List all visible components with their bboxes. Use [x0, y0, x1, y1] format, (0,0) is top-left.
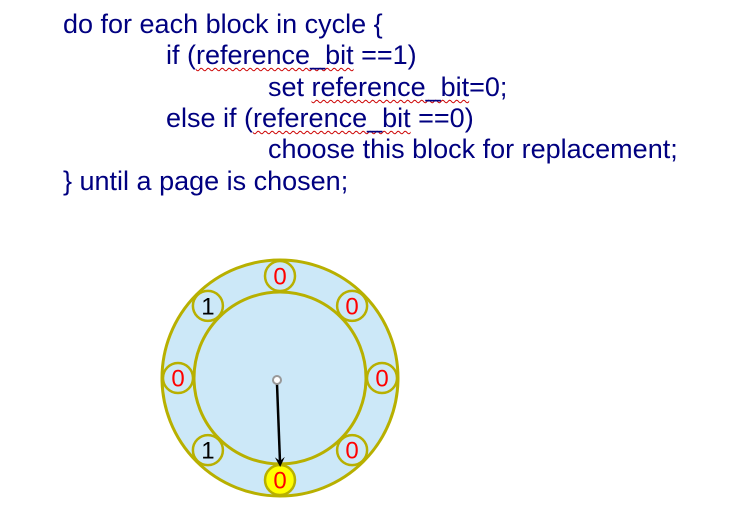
- code-token: =0;: [469, 72, 508, 102]
- reference-bit-value: 1: [201, 438, 214, 465]
- bit-badge: [161, 361, 195, 395]
- code-token: ==0): [410, 103, 474, 133]
- code-identifier-reference-bit: reference_bit: [253, 103, 411, 133]
- code-token: set: [268, 72, 312, 102]
- bit-badge: [335, 433, 369, 467]
- code-line-set-reference-bit: set reference_bit=0;: [268, 72, 507, 103]
- bit-badge: [365, 361, 399, 395]
- clock-hand-pointer: [274, 383, 285, 467]
- reference-bit-value: 0: [171, 366, 184, 393]
- bit-badge: [191, 289, 225, 323]
- reference-bits: 0 0 0 0 0 1 0 1: [161, 259, 399, 497]
- bit-badge: [335, 289, 369, 323]
- code-token: if (: [166, 40, 196, 70]
- reference-bit-value: 0: [273, 264, 286, 291]
- reference-bit-value: 0: [273, 468, 286, 495]
- code-line-do-for-each: do for each block in cycle {: [63, 9, 383, 39]
- code-identifier-reference-bit: reference_bit: [196, 40, 354, 70]
- reference-bit-value: 0: [345, 438, 358, 465]
- code-token: ==1): [353, 40, 417, 70]
- code-line-else-if-reference-bit-zero: else if (reference_bit ==0): [166, 103, 474, 134]
- bit-badge: [263, 259, 297, 293]
- code-line-choose-block: choose this block for replacement;: [268, 134, 678, 164]
- code-token: else if (: [166, 103, 254, 133]
- reference-bit-value: 0: [345, 293, 358, 320]
- bit-badge: [191, 433, 225, 467]
- reference-bit-value: 1: [201, 293, 214, 320]
- reference-bit-value: 0: [375, 366, 388, 393]
- code-identifier-reference-bit: reference_bit: [311, 72, 470, 102]
- code-line-if-reference-bit-one: if (reference_bit ==1): [166, 40, 417, 71]
- clock-hand-pivot: [272, 375, 282, 385]
- code-line-until-chosen: } until a page is chosen;: [63, 166, 349, 196]
